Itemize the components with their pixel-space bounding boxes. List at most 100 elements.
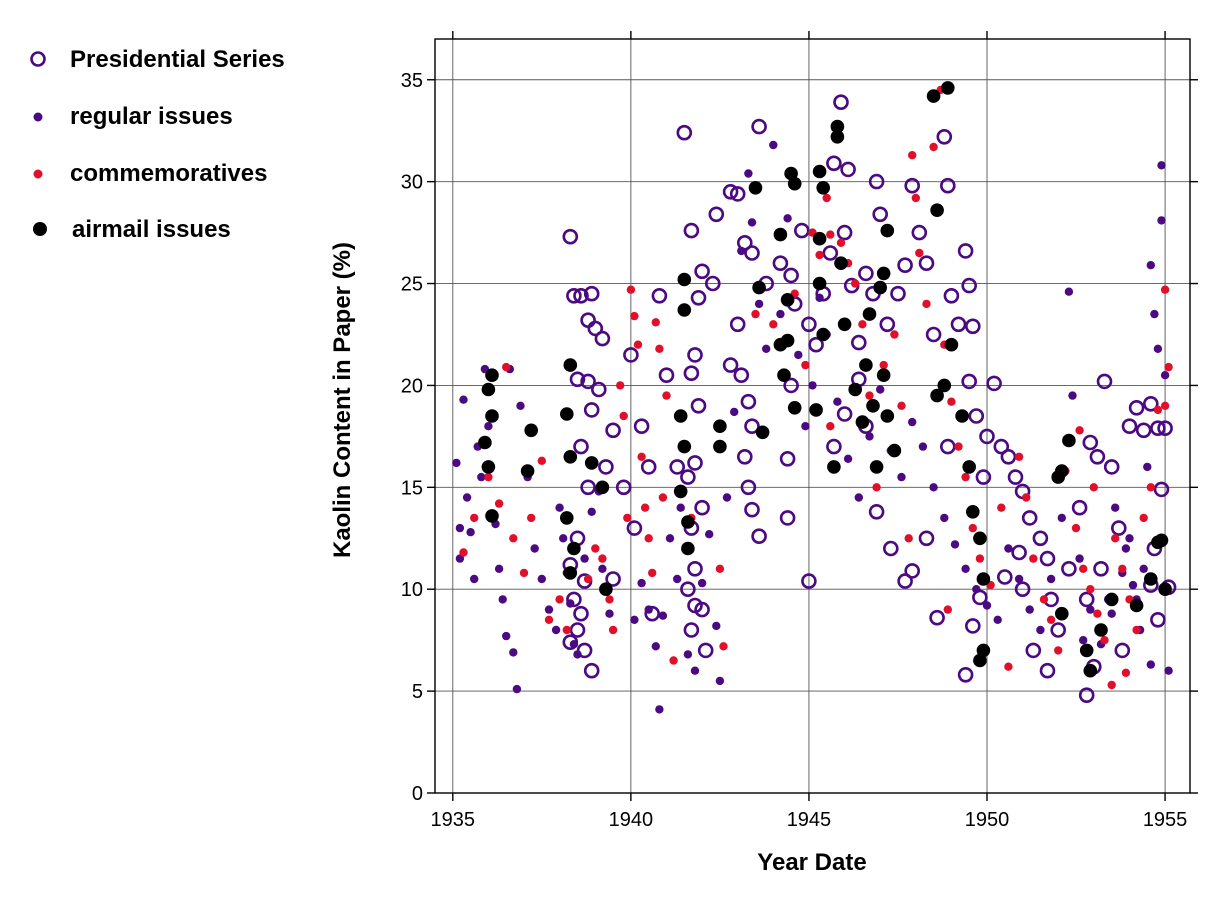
point-commemoratives-56 — [961, 472, 970, 482]
point-regular-54 — [747, 218, 757, 227]
point-commemoratives-30 — [715, 564, 725, 573]
point-presidential-129 — [1157, 420, 1173, 437]
point-regular-97 — [1143, 462, 1152, 472]
point-presidential-46 — [697, 642, 714, 659]
point-regular-103 — [1160, 371, 1170, 380]
x-tick-label-1955: 1955 — [1143, 809, 1188, 831]
point-commemoratives-44 — [879, 360, 888, 370]
point-airmail-31 — [777, 368, 791, 383]
point-airmail-73 — [1083, 663, 1098, 678]
point-airmail-69 — [1055, 464, 1069, 478]
point-airmail-71 — [1055, 606, 1069, 621]
point-presidential-31 — [687, 347, 703, 363]
point-presidential-93 — [939, 177, 956, 194]
point-regular-57 — [769, 140, 778, 150]
point-presidential-148 — [826, 438, 842, 455]
point-presidential-98 — [964, 318, 981, 335]
point-presidential-107 — [1021, 510, 1038, 526]
point-commemoratives-75 — [1111, 534, 1120, 543]
point-presidential-116 — [1050, 622, 1066, 638]
point-presidential-124 — [1121, 418, 1138, 435]
point-regular-24 — [555, 503, 564, 512]
point-regular-46 — [697, 578, 707, 588]
point-commemoratives-42 — [858, 320, 867, 329]
point-airmail-83 — [930, 388, 944, 403]
y-tick-label-0: 0 — [412, 783, 423, 805]
legend-marker-airmail — [33, 222, 47, 236]
point-airmail-5 — [485, 509, 499, 523]
point-commemoratives-57 — [968, 523, 977, 533]
point-presidential-2 — [573, 287, 589, 304]
point-airmail-29 — [773, 227, 788, 242]
point-airmail-18 — [677, 303, 692, 317]
point-presidential-94 — [943, 287, 960, 304]
point-presidential-9 — [590, 381, 607, 398]
point-commemoratives-11 — [562, 625, 571, 635]
point-regular-14 — [502, 631, 511, 641]
point-regular-75 — [940, 513, 949, 523]
point-regular-105 — [1146, 660, 1156, 669]
point-presidential-44 — [694, 601, 710, 618]
point-regular-34 — [605, 609, 614, 618]
point-commemoratives-36 — [815, 250, 824, 260]
point-airmail-64 — [973, 531, 987, 546]
point-presidential-96 — [957, 243, 974, 259]
point-regular-22 — [544, 605, 554, 614]
point-regular-28 — [569, 640, 579, 649]
point-regular-48 — [712, 621, 721, 631]
point-presidential-38 — [680, 469, 696, 485]
point-commemoratives-71 — [1086, 585, 1095, 594]
point-regular-68 — [865, 432, 874, 441]
point-presidential-33 — [690, 289, 707, 306]
point-presidential-119 — [1082, 434, 1099, 451]
point-regular-69 — [876, 385, 885, 394]
point-regular-31 — [587, 507, 596, 516]
point-commemoratives-88 — [943, 605, 952, 614]
point-commemoratives-69 — [1071, 523, 1081, 533]
point-airmail-62 — [962, 460, 976, 474]
point-airmail-59 — [937, 378, 952, 393]
point-regular-58 — [776, 309, 785, 319]
point-commemoratives-24 — [644, 534, 653, 543]
point-regular-63 — [815, 293, 824, 302]
point-airmail-19 — [673, 409, 688, 423]
point-regular-73 — [918, 442, 928, 451]
point-commemoratives-79 — [1139, 513, 1148, 523]
point-presidential-90 — [918, 255, 935, 272]
point-presidential-3 — [583, 285, 600, 302]
point-commemoratives-15 — [605, 595, 614, 604]
point-presidential-5 — [587, 320, 604, 337]
legend-item-presidential: Presidential Series — [30, 46, 285, 73]
point-regular-38 — [651, 642, 660, 651]
point-presidential-154 — [975, 469, 992, 485]
point-presidential-117 — [1061, 560, 1077, 577]
point-commemoratives-87 — [1121, 668, 1131, 677]
point-presidential-23 — [615, 479, 632, 496]
point-commemoratives-85 — [1089, 483, 1099, 492]
point-commemoratives-65 — [1039, 595, 1049, 604]
point-airmail-39 — [816, 181, 830, 195]
point-presidential-142 — [1011, 544, 1027, 561]
point-commemoratives-2 — [484, 472, 493, 482]
point-presidential-74 — [822, 245, 839, 261]
point-regular-40 — [658, 611, 668, 620]
point-commemoratives-58 — [975, 554, 985, 563]
point-commemoratives-91 — [826, 422, 835, 431]
point-commemoratives-60 — [997, 503, 1006, 512]
x-tick-label-1935: 1935 — [431, 809, 476, 831]
point-presidential-133 — [1150, 611, 1166, 628]
point-presidential-41 — [687, 560, 703, 577]
x-tick-label-1940: 1940 — [609, 809, 654, 831]
point-airmail-77 — [1144, 572, 1158, 586]
point-commemoratives-13 — [591, 544, 600, 553]
point-airmail-35 — [787, 176, 802, 191]
point-regular-77 — [961, 564, 970, 573]
point-airmail-9 — [560, 407, 574, 421]
legend-label-airmail: airmail issues — [72, 216, 231, 243]
point-presidential-141 — [996, 569, 1013, 585]
point-regular-47 — [705, 530, 714, 539]
point-presidential-151 — [918, 530, 935, 547]
point-regular-83 — [1025, 605, 1034, 614]
point-presidential-128 — [1150, 420, 1166, 437]
legend-label-presidential: Presidential Series — [70, 46, 285, 73]
